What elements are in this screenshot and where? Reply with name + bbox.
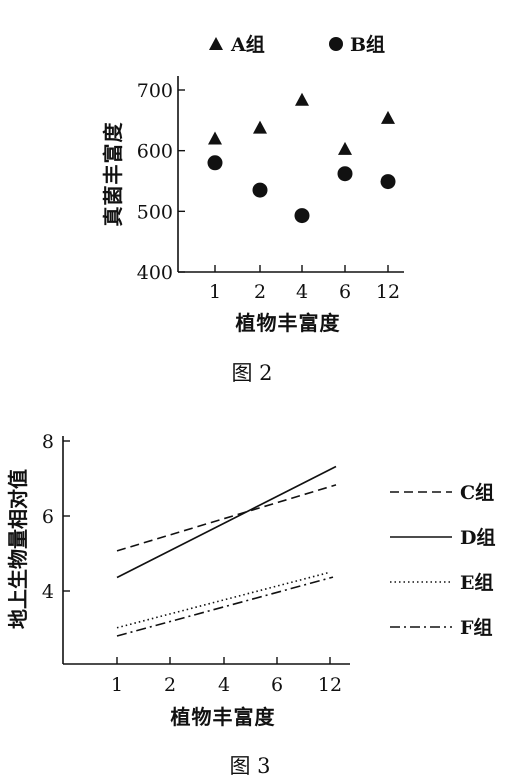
fig2-y-ticks: 400 500 600 700 (137, 80, 185, 284)
fig3-legend-label: C组 (460, 481, 494, 504)
fig2-point-a (381, 110, 395, 124)
fig3-y-ticks: 4 6 8 (42, 431, 70, 603)
fig2-point-a (253, 120, 267, 134)
fig2-x-tick-label: 4 (296, 281, 308, 303)
fig3-x-tick-label: 2 (164, 674, 176, 696)
fig2-y-axis-label: 真菌丰富度 (101, 122, 125, 227)
fig2-x-tick-label: 6 (339, 281, 351, 303)
fig2-point-b (252, 182, 268, 198)
fig3-caption: 图 3 (229, 754, 270, 778)
fig3-legend: C组 D组 E组 F组 (390, 481, 495, 639)
fig3-y-axis-label: 地上生物量相对值 (6, 469, 30, 629)
fig2-x-ticks: 1 2 4 6 12 (209, 265, 400, 303)
fig2-data-points (207, 92, 396, 224)
fig2-point-a (338, 141, 352, 155)
fig2-point-b (207, 155, 223, 171)
fig2-legend-label-a: A组 (230, 33, 265, 56)
fig2-point-a (208, 131, 222, 145)
fig2-legend-circle-marker (329, 37, 343, 51)
fig2-y-tick-label: 600 (137, 141, 173, 163)
fig3-line-dotted (116, 571, 331, 629)
fig2-point-b (337, 166, 353, 182)
fig3-x-tick-label: 1 (111, 674, 123, 696)
fig3-legend-label: F组 (460, 616, 493, 639)
fig3-x-ticks: 1 2 4 6 12 (111, 657, 342, 696)
fig3-y-tick-label: 4 (42, 581, 54, 603)
fig3-x-tick-label: 12 (318, 674, 342, 696)
fig2-y-tick-label: 400 (137, 262, 173, 284)
fig2-point-a (295, 92, 309, 106)
fig3-line-dashed (116, 484, 337, 552)
fig2-x-tick-label: 1 (209, 281, 221, 303)
fig2-legend-triangle-marker (209, 37, 223, 50)
fig3-line-dashdot (116, 576, 334, 637)
fig3-legend-label: E组 (460, 571, 493, 594)
fig2-x-tick-label: 12 (376, 281, 400, 303)
fig2-x-tick-label: 2 (254, 281, 266, 303)
fig3-line-solid (116, 465, 337, 579)
fig2-x-axis-label: 植物丰富度 (236, 311, 341, 335)
fig2-legend: A组 B组 (209, 33, 385, 56)
fig3-y-tick-label: 8 (42, 431, 54, 453)
fig2-point-b (380, 174, 396, 190)
fig3-x-tick-label: 4 (218, 674, 230, 696)
fig3-x-tick-label: 6 (271, 674, 283, 696)
fig2-y-tick-label: 700 (137, 80, 173, 102)
fig3-y-tick-label: 6 (42, 506, 54, 528)
fig3-legend-label: D组 (460, 526, 495, 549)
fig3-series-lines (116, 465, 337, 637)
fig2-point-b (294, 208, 310, 224)
fig2-y-tick-label: 500 (137, 201, 173, 223)
fig2-legend-label-b: B组 (350, 33, 385, 56)
fig3-x-axis-label: 植物丰富度 (171, 705, 276, 729)
fig2-caption: 图 2 (231, 361, 272, 385)
